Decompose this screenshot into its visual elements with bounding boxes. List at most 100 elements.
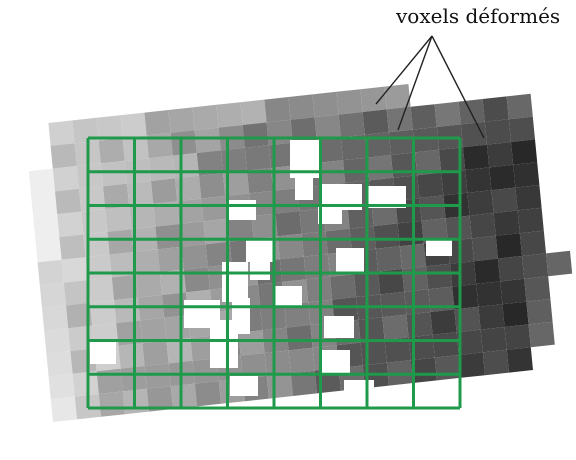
deformed-voxel-image — [28, 84, 573, 422]
voxel — [227, 216, 254, 242]
voxel — [28, 168, 55, 194]
voxel — [172, 153, 199, 179]
voxel — [153, 201, 180, 227]
voxel — [489, 164, 516, 191]
voxel — [242, 122, 269, 148]
voxel — [360, 86, 387, 112]
voxel — [474, 258, 501, 284]
voxel — [454, 306, 481, 333]
voxel — [465, 167, 492, 193]
voxel — [482, 349, 509, 376]
voxel — [441, 170, 468, 196]
voxel — [336, 89, 363, 115]
voxel — [192, 104, 219, 131]
voxel — [314, 114, 341, 140]
voxel — [57, 211, 84, 237]
voxel — [511, 139, 538, 165]
voxel — [194, 127, 221, 153]
regular-grid — [86, 136, 462, 410]
voxel — [37, 259, 64, 286]
voxel — [151, 178, 178, 204]
voxel — [430, 309, 457, 335]
white-voxel — [324, 316, 354, 338]
voxel — [508, 116, 535, 142]
voxel — [506, 347, 533, 373]
voxel — [205, 241, 232, 267]
voxel — [61, 257, 88, 283]
voxel — [33, 214, 60, 240]
voxel — [199, 173, 226, 199]
voxel — [338, 112, 365, 138]
voxel — [273, 188, 300, 214]
voxel — [266, 119, 293, 146]
voxel — [48, 373, 75, 400]
voxel — [360, 340, 387, 366]
voxel — [467, 190, 494, 216]
voxel — [340, 134, 367, 161]
voxel — [476, 281, 503, 307]
white-voxel — [320, 350, 350, 374]
voxel — [105, 206, 132, 232]
voxel — [118, 343, 145, 369]
voxel — [286, 325, 313, 351]
voxel — [127, 181, 154, 207]
voxel — [526, 299, 553, 325]
voxel — [59, 234, 86, 260]
voxel — [419, 195, 446, 221]
voxel — [170, 383, 197, 409]
voxel — [135, 272, 162, 298]
voxel — [144, 110, 171, 136]
voxel — [375, 246, 402, 272]
voxel — [303, 254, 330, 280]
voxel — [85, 254, 112, 280]
voxel — [107, 229, 134, 255]
voxel — [456, 329, 483, 355]
voxel — [373, 223, 400, 249]
voxel — [111, 274, 138, 301]
voxel — [524, 276, 551, 302]
voxel — [491, 187, 518, 213]
voxel — [100, 160, 127, 187]
voxel — [144, 363, 171, 389]
voxel — [367, 155, 394, 181]
pointer-line — [397, 35, 433, 131]
white-voxel — [318, 206, 342, 224]
voxel — [522, 253, 549, 279]
voxel — [378, 269, 405, 295]
voxel — [434, 101, 461, 127]
voxel — [415, 149, 442, 176]
white-voxel — [426, 238, 452, 256]
voxel — [417, 172, 444, 198]
voxel — [39, 282, 66, 308]
voxel — [31, 191, 58, 217]
voxel — [434, 355, 461, 381]
voxel — [148, 155, 175, 181]
white-voxel — [368, 186, 406, 208]
voxel — [238, 330, 265, 356]
voxel — [504, 324, 531, 350]
voxel — [90, 300, 117, 326]
voxel — [146, 386, 173, 412]
voxel — [484, 119, 511, 145]
voxel — [96, 115, 123, 141]
voxel — [142, 340, 169, 366]
white-voxel — [230, 376, 258, 396]
voxel — [46, 351, 73, 377]
voxel — [412, 127, 439, 153]
voxel — [96, 368, 123, 394]
voxel — [402, 266, 429, 292]
voxel — [66, 302, 93, 329]
pointer-line — [431, 35, 485, 139]
voxel — [330, 274, 357, 300]
white-voxel — [222, 262, 248, 302]
voxel — [426, 263, 453, 290]
white-voxel — [336, 248, 364, 272]
voxel — [380, 291, 407, 318]
white-voxel — [274, 286, 302, 308]
voxel — [155, 224, 182, 250]
white-voxel — [90, 342, 116, 364]
voxel — [469, 213, 496, 239]
voxel — [76, 163, 103, 189]
voxel — [519, 230, 546, 256]
